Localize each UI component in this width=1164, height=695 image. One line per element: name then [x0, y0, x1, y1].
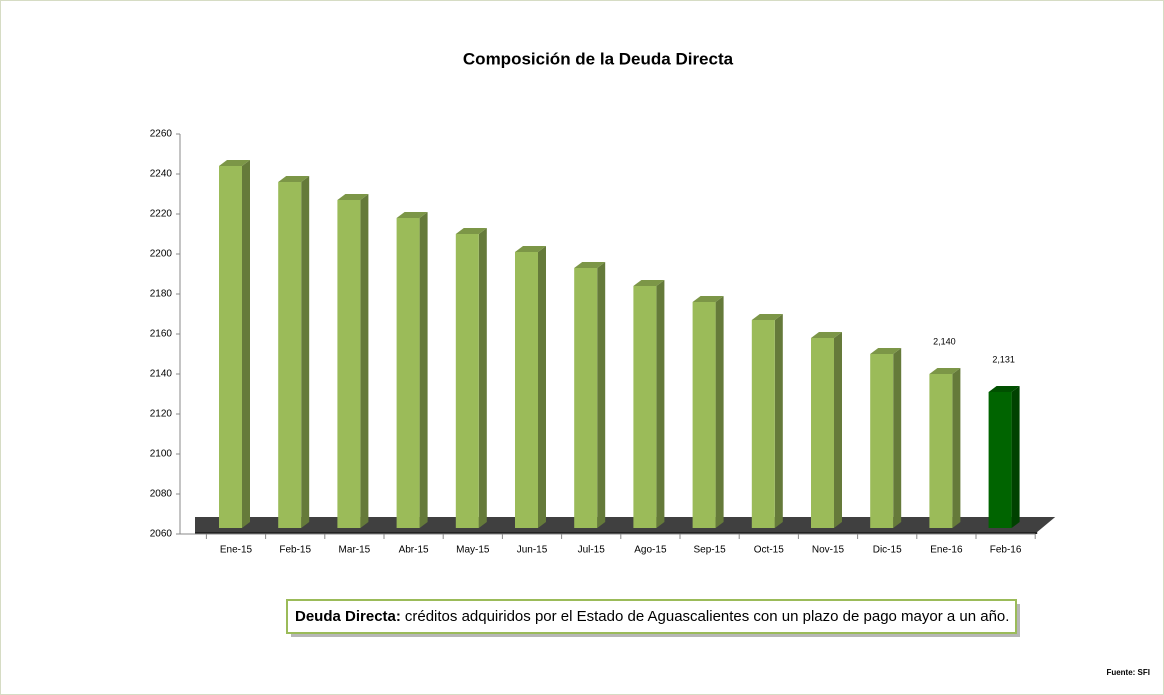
bar-top: [337, 194, 369, 200]
bar-top: [751, 314, 783, 320]
y-tick-label: 2200: [150, 249, 173, 260]
bar-top: [633, 280, 665, 286]
bar-front: [751, 320, 775, 528]
y-tick-label: 2060: [150, 529, 173, 540]
bar: [751, 314, 783, 528]
bar: [870, 348, 902, 528]
bar-side: [715, 296, 724, 528]
data-label: 2,140: [933, 336, 956, 346]
y-tick-label: 2160: [150, 329, 173, 340]
y-tick-label: 2140: [150, 369, 173, 380]
bar-side: [538, 246, 546, 528]
bar-front: [574, 268, 598, 528]
bar: [633, 280, 665, 528]
bar-top: [811, 332, 842, 338]
floor: [195, 517, 1056, 532]
bar: [396, 212, 428, 528]
bar-side: [478, 228, 487, 528]
bar: [337, 194, 369, 528]
bar-front: [396, 218, 420, 528]
bar-top: [870, 348, 902, 354]
y-tick-label: 2240: [150, 169, 173, 180]
bar: [692, 296, 724, 528]
bar: [515, 246, 546, 528]
bar-top: [396, 212, 428, 218]
x-tick-label: Nov-15: [812, 545, 845, 556]
bar-front: [633, 286, 657, 528]
bar: [811, 332, 842, 528]
bar-front: [278, 182, 302, 528]
x-tick-label: Ene-16: [930, 545, 963, 556]
x-tick-label: Mar-15: [339, 545, 371, 556]
bar-top: [455, 228, 487, 234]
y-tick-label: 2100: [150, 449, 173, 460]
x-tick-label: Ago-15: [634, 545, 667, 556]
bar: [278, 176, 310, 528]
x-tick-label: Jul-15: [578, 545, 606, 556]
bar-side: [1011, 386, 1020, 528]
bar-side: [834, 332, 842, 528]
note-box: [286, 599, 1017, 634]
bar-side: [419, 212, 428, 528]
note-text: créditos adquiridos por el Estado de Agu…: [405, 608, 1010, 625]
bar-top: [692, 296, 724, 302]
x-tick-label: Dic-15: [873, 545, 902, 556]
data-label: 2,131: [992, 354, 1015, 364]
bar: [574, 262, 606, 528]
x-tick-label: Feb-16: [990, 545, 1022, 556]
bar-side: [360, 194, 369, 528]
x-tick-label: Feb-15: [279, 545, 311, 556]
x-tick-label: Oct-15: [754, 545, 784, 556]
source: Fuente: SFI: [1106, 668, 1150, 677]
bar-front: [692, 302, 716, 528]
bar-side: [774, 314, 783, 528]
bar: [988, 386, 1020, 528]
bar-front: [515, 252, 538, 528]
y-tick-label: 2120: [150, 409, 173, 420]
y-tick-label: 2260: [150, 129, 173, 140]
bar-front: [455, 234, 479, 528]
bar: [219, 160, 250, 528]
bar: [929, 368, 961, 528]
x-tick-label: Jun-15: [517, 545, 548, 556]
bar-side: [952, 368, 961, 528]
x-tick-label: May-15: [456, 545, 490, 556]
bar-top: [515, 246, 546, 252]
y-tick-label: 2220: [150, 209, 173, 220]
bar: [455, 228, 487, 528]
bar-side: [656, 280, 665, 528]
bar-top: [574, 262, 606, 268]
y-tick-label: 2080: [150, 489, 173, 500]
note: Deuda Directa: créditos adquiridos por el…: [295, 608, 1009, 625]
bar-side: [301, 176, 310, 528]
note-label: Deuda Directa:: [295, 608, 401, 625]
x-tick-label: Ene-15: [220, 545, 253, 556]
y-tick-label: 2180: [150, 289, 173, 300]
x-tick-label: Abr-15: [399, 545, 429, 556]
bar-front: [337, 200, 361, 528]
bar-front: [870, 354, 894, 528]
bar-front: [219, 166, 242, 528]
bar-top: [219, 160, 250, 166]
bar-front: [929, 374, 953, 528]
bar-top: [988, 386, 1020, 392]
x-tick-label: Sep-15: [693, 545, 726, 556]
bar-side: [893, 348, 902, 528]
bar-top: [929, 368, 961, 374]
chart-title: Composición de la Deuda Directa: [463, 49, 734, 68]
bar-side: [242, 160, 250, 528]
bar-front: [811, 338, 834, 528]
bar-top: [278, 176, 310, 182]
bar-front: [988, 392, 1012, 528]
bar-side: [597, 262, 606, 528]
